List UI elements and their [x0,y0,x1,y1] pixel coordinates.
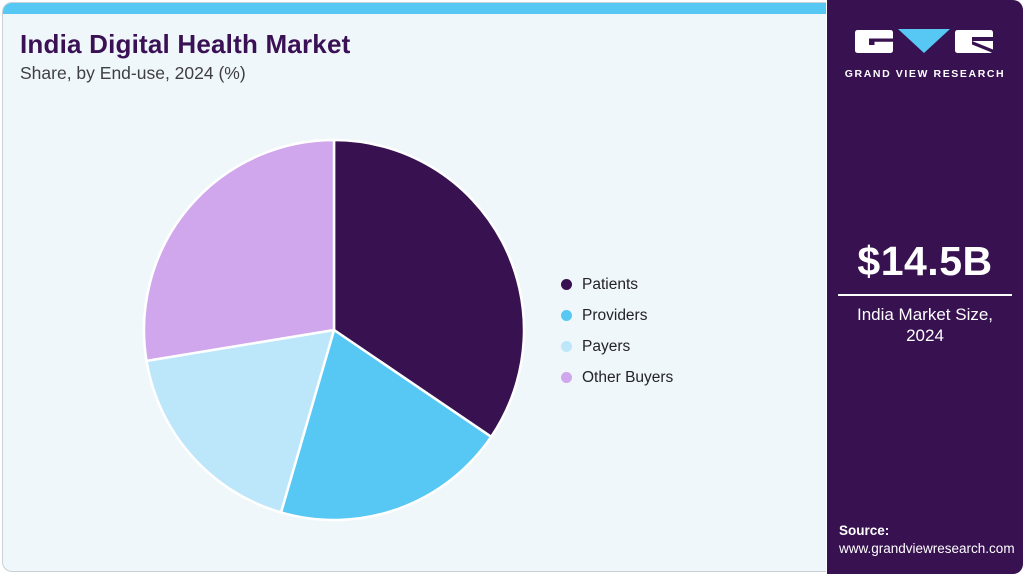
sidebar: GRAND VIEW RESEARCH $14.5B India Market … [827,0,1023,574]
legend-dot [561,310,572,321]
gvr-logo: GRAND VIEW RESEARCH [827,28,1023,80]
legend: Patients Providers Payers Other Buyers [561,269,673,393]
legend-dot [561,372,572,383]
legend-item: Patients [561,269,673,300]
top-accent-bar [3,3,826,14]
legend-label: Other Buyers [582,368,674,386]
pie-slice-other-buyers [142,138,336,363]
legend-dot [561,279,572,290]
legend-dot [561,341,572,352]
legend-item: Payers [561,331,673,362]
market-size-divider [838,294,1012,296]
chart-title: India Digital Health Market [20,29,351,59]
source-block: Source: www.grandviewresearch.com [839,523,1015,556]
gvr-logo-icon [855,29,993,53]
legend-item: Other Buyers [561,362,673,393]
chart-subtitle: Share, by End-use, 2024 (%) [20,63,246,83]
pie-slice-providers [279,328,493,522]
legend-label: Providers [582,306,648,324]
chart-card: India Digital Health Market Share, by En… [2,2,826,572]
source-label: Source: [839,523,890,538]
brand-name: GRAND VIEW RESEARCH [844,68,1006,80]
legend-item: Providers [561,300,673,331]
market-size-label: India Market Size, 2024 [856,305,994,346]
legend-label: Patients [582,275,639,293]
source-url: www.grandviewresearch.com [839,541,1015,556]
pie-slice-patients [332,138,526,439]
market-size-value: $14.5B [857,238,993,284]
pie-slice-payers [145,328,336,514]
pie-chart [142,138,526,522]
market-size-block: $14.5B India Market Size, 2024 [827,238,1023,347]
legend-label: Payers [582,337,631,355]
